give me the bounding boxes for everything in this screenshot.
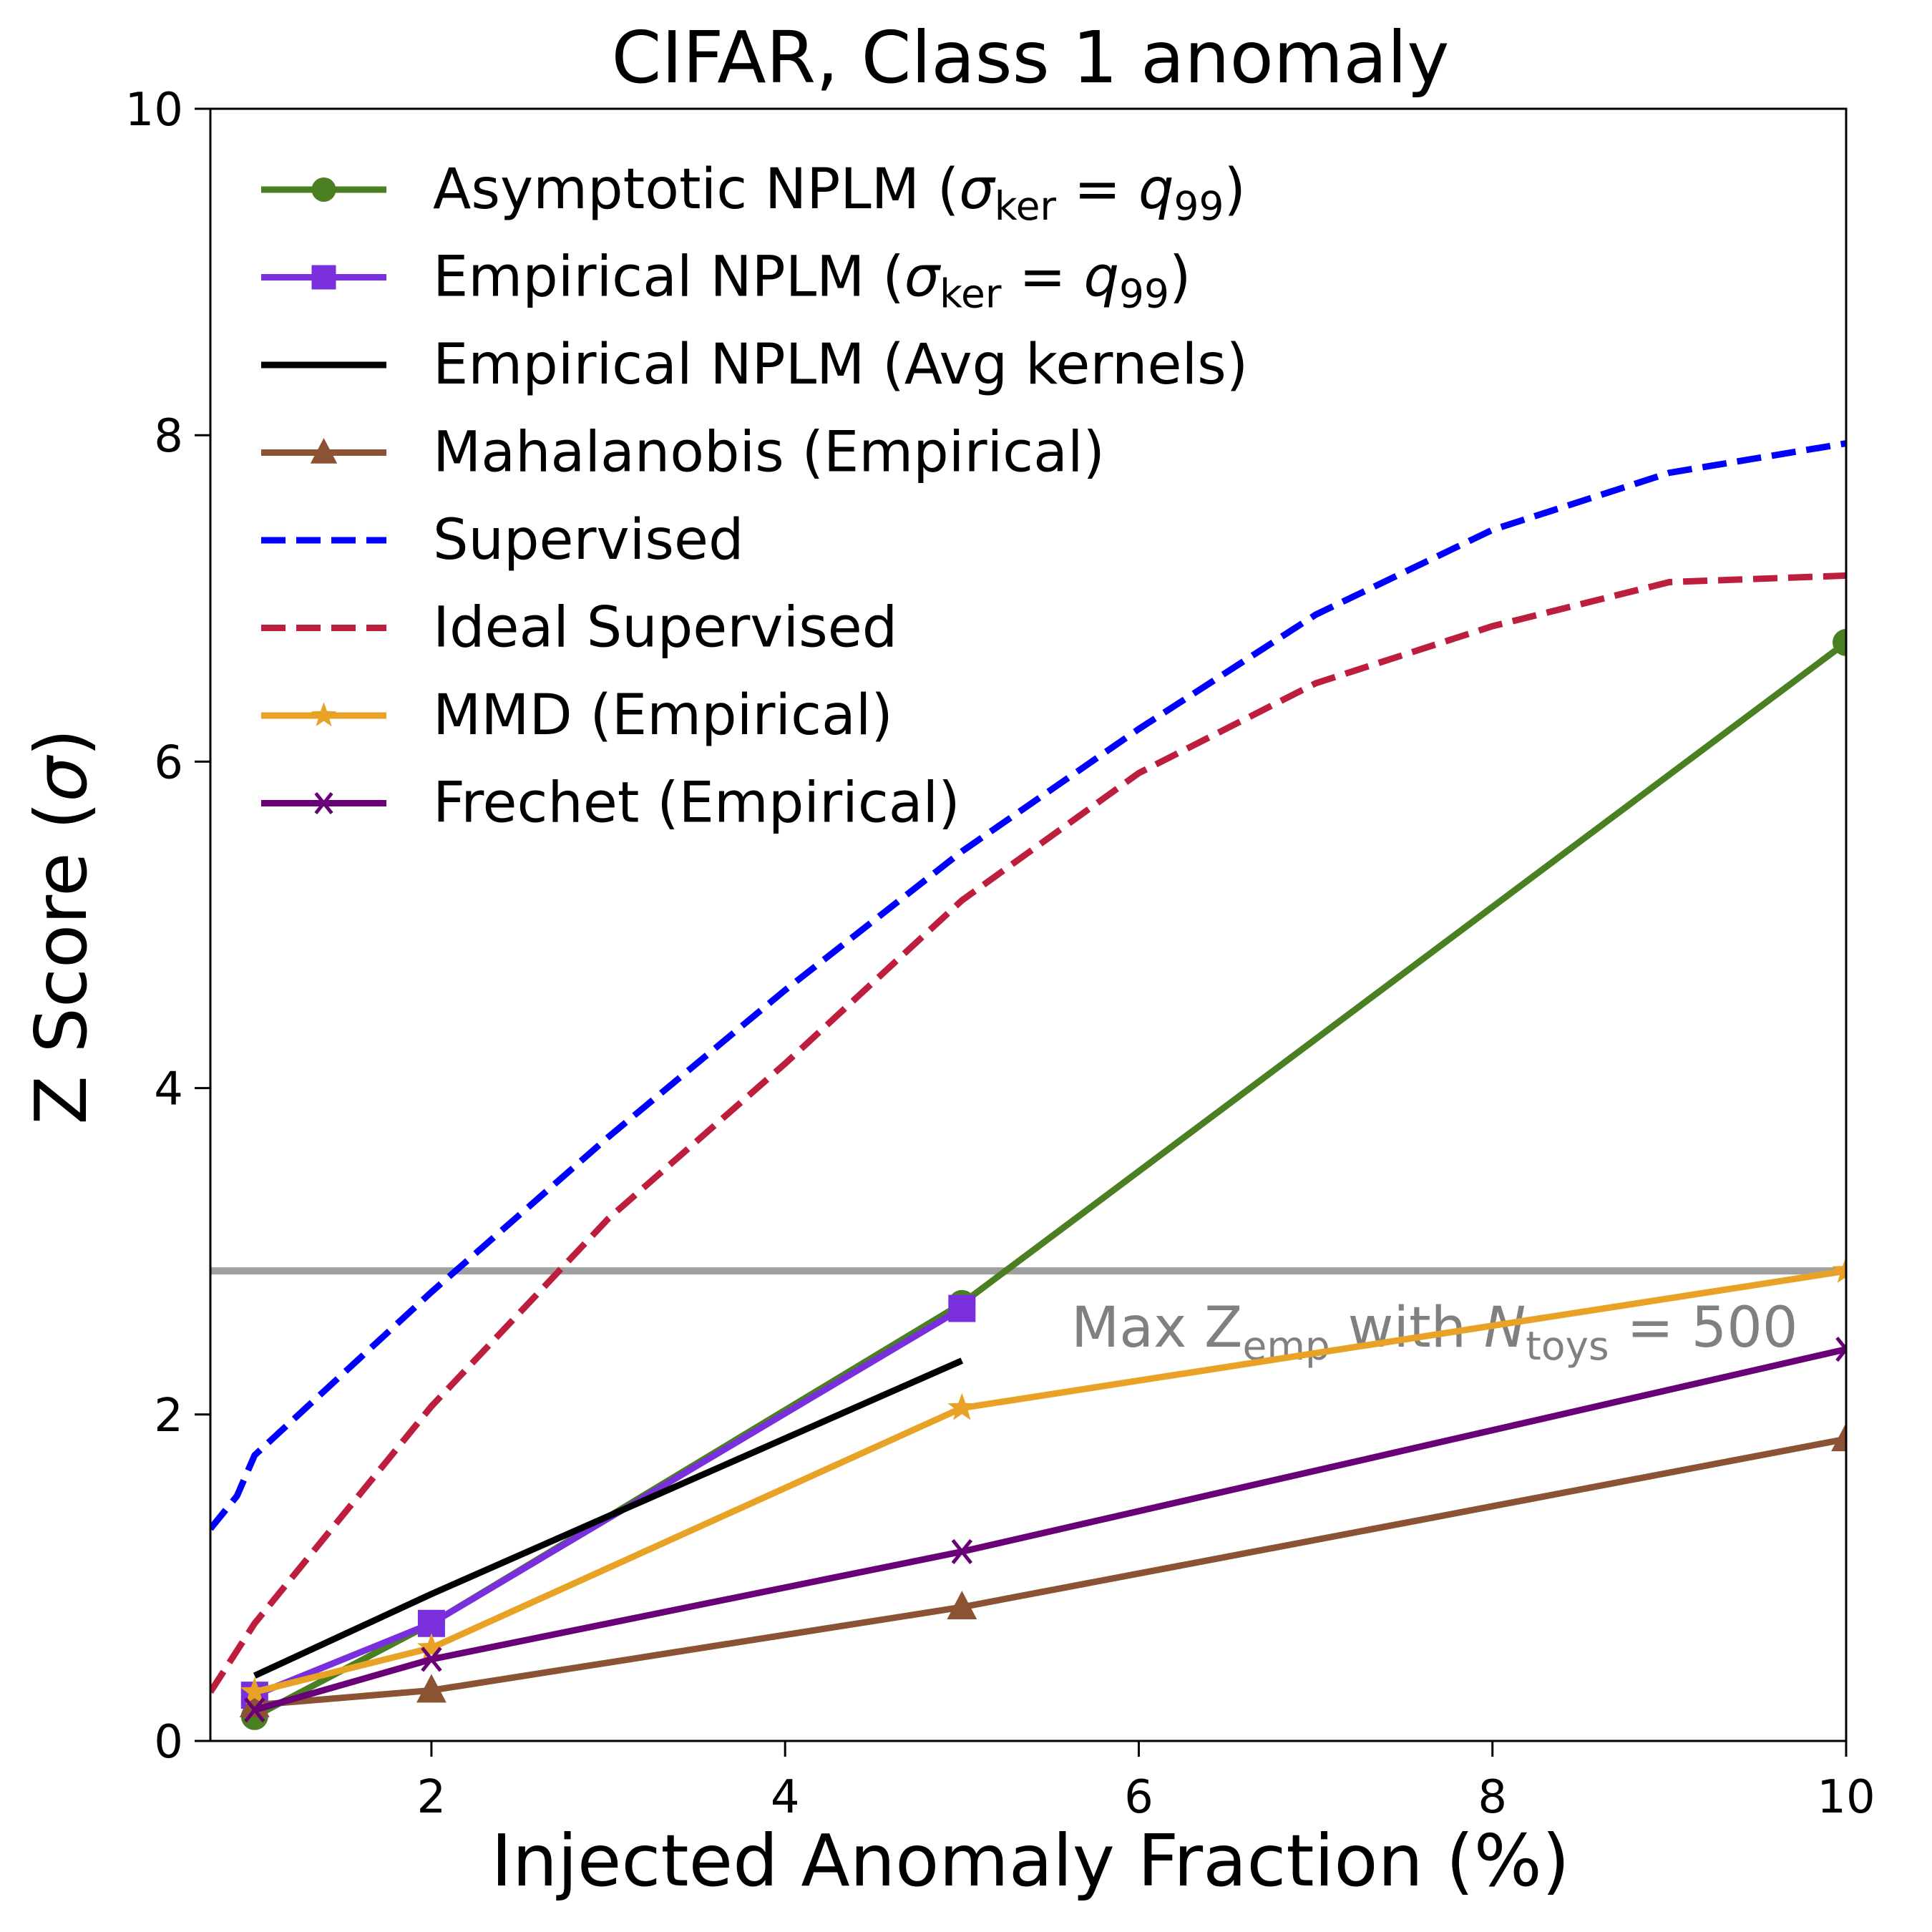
y-tick-label: 10 bbox=[125, 84, 183, 137]
y-tick-label: 4 bbox=[154, 1063, 183, 1116]
x-tick-label: 8 bbox=[1478, 1771, 1507, 1824]
data-point-x bbox=[421, 1646, 442, 1672]
data-point-square bbox=[948, 1294, 976, 1322]
data-point-circle bbox=[1833, 628, 1846, 656]
x-tick-label: 6 bbox=[1124, 1771, 1153, 1824]
data-point-x bbox=[244, 1697, 265, 1723]
series-line bbox=[210, 440, 1846, 1531]
data-point-triangle bbox=[310, 438, 338, 464]
y-tick-label: 8 bbox=[154, 410, 183, 463]
legend-label: Empirical NPLM (σker = q99) bbox=[433, 245, 1191, 317]
data-point-star bbox=[417, 1633, 446, 1660]
y-tick-label: 6 bbox=[154, 736, 183, 789]
legend-item: Frechet (Empirical) bbox=[261, 771, 960, 836]
series-line bbox=[253, 1267, 1846, 1695]
x-tick-label: 10 bbox=[1817, 1771, 1875, 1824]
data-point-x bbox=[951, 1538, 973, 1564]
legend-item: Supervised bbox=[261, 508, 743, 572]
x-tick-label: 4 bbox=[771, 1771, 800, 1824]
series-line bbox=[253, 1346, 1846, 1714]
legend-label: Frechet (Empirical) bbox=[433, 771, 960, 836]
legend-label: Asymptotic NPLM (σker = q99) bbox=[433, 157, 1246, 229]
series-supervised bbox=[210, 440, 1846, 1531]
series-line bbox=[253, 1357, 964, 1679]
legend-label: Empirical NPLM (Avg kernels) bbox=[433, 333, 1248, 397]
legend-label: Ideal Supervised bbox=[433, 596, 897, 660]
axes-frame bbox=[209, 107, 1848, 1742]
series-line bbox=[254, 1435, 1846, 1709]
series-mmd-empirical bbox=[240, 1256, 1846, 1704]
data-point-triangle bbox=[416, 1674, 447, 1703]
data-point-x bbox=[1835, 1336, 1846, 1362]
chart-title: CIFAR, Class 1 anomaly bbox=[612, 16, 1450, 99]
series-frechet-empirical bbox=[244, 1336, 1846, 1723]
legend-item: Empirical NPLM (Avg kernels) bbox=[261, 333, 1248, 397]
x-axis-label: Injected Anomaly Fraction (%) bbox=[491, 1819, 1570, 1903]
data-point-x bbox=[314, 791, 333, 815]
data-point-star bbox=[947, 1392, 977, 1420]
series-line bbox=[210, 572, 1846, 1694]
series-mahalanobis-empirical bbox=[239, 1423, 1846, 1717]
data-point-circle bbox=[311, 177, 336, 202]
data-point-triangle bbox=[1831, 1423, 1846, 1452]
data-point-star bbox=[240, 1677, 269, 1704]
legend-item: Asymptotic NPLM (σker = q99) bbox=[261, 157, 1246, 229]
y-tick-label: 2 bbox=[154, 1390, 183, 1443]
data-point-square bbox=[417, 1609, 445, 1637]
legend-item: Mahalanobis (Empirical) bbox=[261, 421, 1105, 485]
y-axis-label: Z Score (σ) bbox=[19, 728, 103, 1125]
legend-label: MMD (Empirical) bbox=[433, 683, 893, 748]
data-point-square bbox=[311, 265, 336, 290]
x-axis: 2 4 6 8 10 bbox=[417, 1741, 1875, 1824]
y-axis: 0 2 4 6 8 10 bbox=[125, 84, 210, 1769]
legend-label: Mahalanobis (Empirical) bbox=[433, 421, 1105, 485]
legend-item: MMD (Empirical) bbox=[261, 683, 893, 748]
series-empirical-nplm-avg-kernels bbox=[253, 1357, 964, 1679]
data-point-star bbox=[311, 702, 337, 727]
data-point-triangle bbox=[947, 1591, 977, 1620]
x-tick-label: 2 bbox=[417, 1771, 447, 1824]
legend-item: Ideal Supervised bbox=[261, 596, 897, 660]
legend-label: Supervised bbox=[433, 508, 743, 572]
y-tick-label: 0 bbox=[154, 1716, 183, 1769]
data-point-star bbox=[1832, 1256, 1846, 1283]
legend: Asymptotic NPLM (σker = q99) Empirical NP… bbox=[261, 157, 1248, 836]
legend-item: Empirical NPLM (σker = q99) bbox=[261, 245, 1191, 317]
series-ideal-supervised bbox=[210, 572, 1846, 1694]
